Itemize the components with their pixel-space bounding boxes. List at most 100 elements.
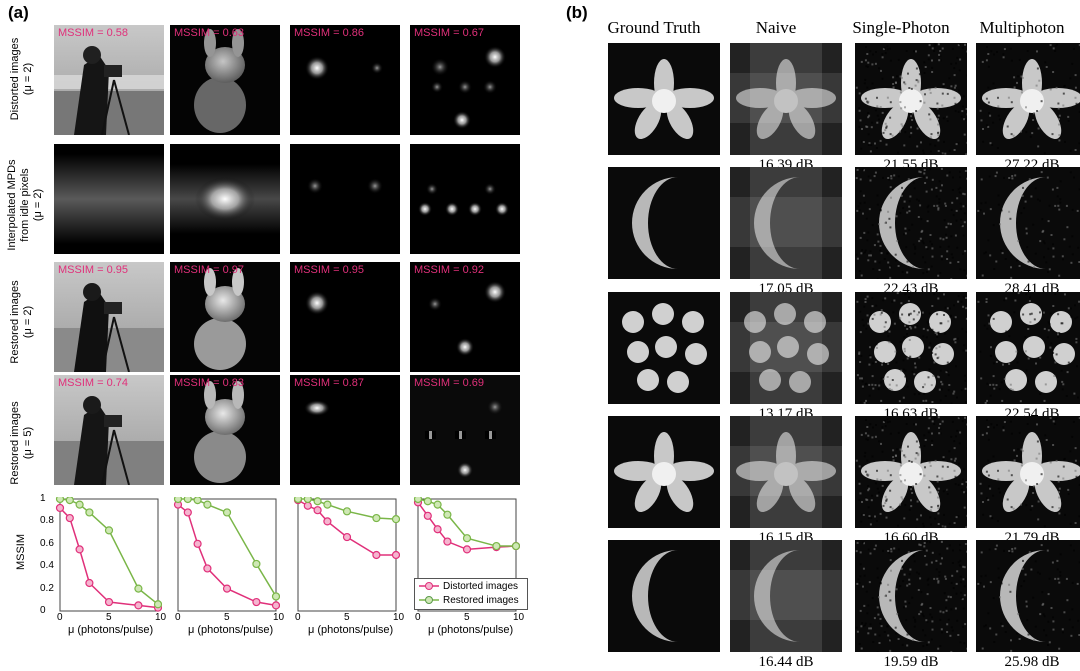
legend-label: Restored images xyxy=(443,595,519,606)
multispots-illustration xyxy=(410,25,520,135)
psnr-value: 19.59 dB xyxy=(849,654,973,671)
data-point xyxy=(253,599,260,606)
data-point xyxy=(273,593,280,600)
plot-frame xyxy=(60,499,158,611)
data-point xyxy=(434,501,441,508)
data-point xyxy=(444,538,451,545)
reconstruction-image xyxy=(608,416,720,528)
x-tick-label: 0 xyxy=(415,612,421,623)
multispots-illustration xyxy=(410,375,520,485)
spots-restored-mu5-image: MSSIM = 0.87 xyxy=(290,375,400,485)
x-tick-label: 0 xyxy=(57,612,63,623)
spots-illustration xyxy=(290,262,400,372)
data-point xyxy=(434,526,441,533)
data-point xyxy=(314,498,321,505)
cameraman-illustration xyxy=(54,375,164,485)
legend-item-restored: Restored images xyxy=(415,593,527,607)
bunny-illustration xyxy=(170,375,280,485)
y-tick-label: 0.8 xyxy=(40,515,54,526)
reconstruction-image xyxy=(976,43,1080,155)
reconstruction-image xyxy=(730,416,842,528)
mssim-plot-1 xyxy=(54,497,162,612)
data-point xyxy=(224,509,231,516)
row-label-line: Restored images xyxy=(9,267,22,377)
data-point xyxy=(373,552,380,559)
data-point xyxy=(304,502,311,509)
mssim-plot-3 xyxy=(292,497,400,612)
row-label-interpolated: Interpolated MPDs from idle pixels (μ = … xyxy=(6,150,48,260)
data-point xyxy=(324,518,331,525)
bunny-distorted-image: MSSIM = 0.63 xyxy=(170,25,280,135)
data-point xyxy=(204,565,211,572)
y-tick-label: 0.2 xyxy=(40,583,54,594)
row-label-line: (μ = 2) xyxy=(32,150,45,260)
cameraman-restored-mu5-image: MSSIM = 0.74 xyxy=(54,375,164,485)
multispots-restored-mu5-image: MSSIM = 0.69 xyxy=(410,375,520,485)
spots-distorted-image: MSSIM = 0.86 xyxy=(290,25,400,135)
x-axis-label: μ (photons/pulse) xyxy=(68,624,153,636)
y-axis-label: MSSIM xyxy=(15,527,27,577)
data-point xyxy=(464,546,471,553)
bunny-mpd-image xyxy=(170,144,280,254)
data-point xyxy=(57,497,64,503)
panel-a-label: (a) xyxy=(8,3,29,23)
data-point xyxy=(324,501,331,508)
column-header-ground-truth: Ground Truth xyxy=(592,18,716,38)
reconstruction-image xyxy=(608,43,720,155)
x-tick-label: 10 xyxy=(513,612,524,623)
reconstruction-image xyxy=(730,292,842,404)
reconstruction-image xyxy=(855,43,967,155)
data-point xyxy=(295,497,302,503)
y-tick-label: 0.6 xyxy=(40,538,54,549)
data-point xyxy=(155,601,162,608)
data-point xyxy=(373,515,380,522)
row-label-line: (μ = 2) xyxy=(22,267,35,377)
x-tick-label: 10 xyxy=(393,612,404,623)
row-label-line: Restored images xyxy=(9,388,22,498)
reconstruction-image xyxy=(855,167,967,279)
data-point xyxy=(76,501,83,508)
data-point xyxy=(273,602,280,609)
reconstruction-image xyxy=(976,416,1080,528)
row-label-restored-5: Restored images (μ = 5) xyxy=(9,388,45,498)
data-point xyxy=(344,508,351,515)
x-tick-label: 5 xyxy=(106,612,112,623)
bunny-illustration xyxy=(170,25,280,135)
reconstruction-image xyxy=(608,540,720,652)
column-header-single-photon: Single-Photon xyxy=(839,18,963,38)
reconstruction-image xyxy=(976,167,1080,279)
data-point xyxy=(424,512,431,519)
data-point xyxy=(184,509,191,516)
spots-illustration xyxy=(290,25,400,135)
row-label-restored-2: Restored images (μ = 2) xyxy=(9,267,45,377)
row-label-distorted: Distorted images (μ = 2) xyxy=(9,24,45,134)
panel-b-label: (b) xyxy=(566,3,588,23)
mssim-value: MSSIM = 0.74 xyxy=(58,377,128,389)
x-tick-label: 0 xyxy=(295,612,301,623)
row-label-line: Distorted images xyxy=(9,24,22,134)
bunny-restored-mu5-image: MSSIM = 0.83 xyxy=(170,375,280,485)
spots-illustration xyxy=(290,375,400,485)
horizontal-band-illustration xyxy=(54,144,164,254)
cameraman-illustration xyxy=(54,262,164,372)
multispots-mpd-image xyxy=(410,144,520,254)
psnr-value: 16.44 dB xyxy=(724,654,848,671)
row-label-line: (μ = 2) xyxy=(22,24,35,134)
x-tick-label: 5 xyxy=(224,612,230,623)
x-axis-label: μ (photons/pulse) xyxy=(188,624,273,636)
legend-item-distorted: Distorted images xyxy=(415,579,527,593)
data-point xyxy=(106,527,113,534)
mssim-value: MSSIM = 0.69 xyxy=(414,377,484,389)
cameraman-restored-image: MSSIM = 0.95 xyxy=(54,262,164,372)
data-point xyxy=(393,552,400,559)
mssim-plot-2 xyxy=(172,497,280,612)
data-point xyxy=(344,534,351,541)
y-tick-label: 0.4 xyxy=(40,560,54,571)
reconstruction-image xyxy=(855,416,967,528)
mssim-value: MSSIM = 0.87 xyxy=(294,377,364,389)
x-tick-label: 5 xyxy=(344,612,350,623)
data-point xyxy=(393,516,400,523)
reconstruction-image xyxy=(730,540,842,652)
data-point xyxy=(224,585,231,592)
cameraman-mpd-image xyxy=(54,144,164,254)
